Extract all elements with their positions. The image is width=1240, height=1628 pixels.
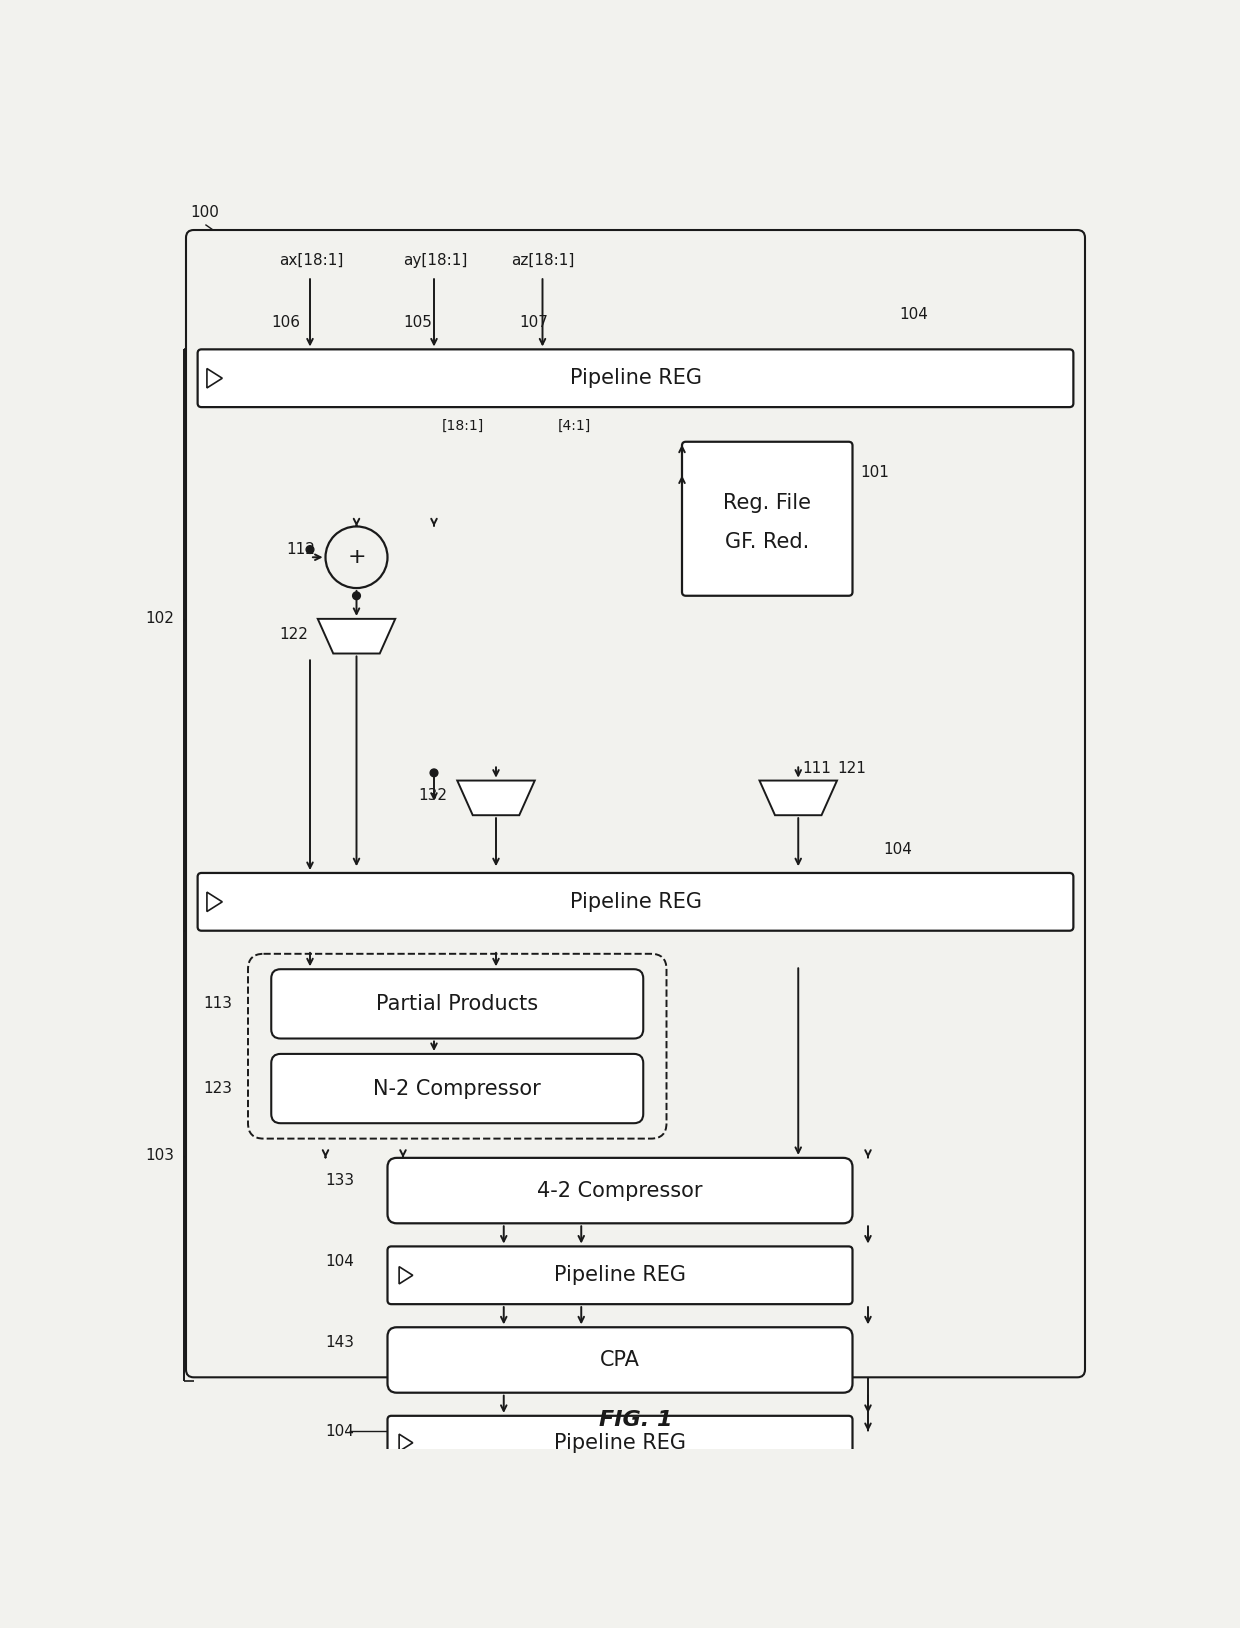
- Circle shape: [352, 593, 361, 599]
- Text: Partial Products: Partial Products: [376, 993, 538, 1014]
- FancyBboxPatch shape: [186, 230, 1085, 1377]
- Text: 123: 123: [203, 1081, 233, 1096]
- Text: Pipeline REG: Pipeline REG: [569, 368, 702, 387]
- Text: ax[18:1]: ax[18:1]: [279, 252, 343, 269]
- FancyBboxPatch shape: [387, 1158, 853, 1223]
- FancyBboxPatch shape: [272, 1053, 644, 1123]
- Text: 133: 133: [325, 1174, 355, 1188]
- Text: 104: 104: [883, 842, 913, 858]
- FancyBboxPatch shape: [387, 1247, 853, 1304]
- FancyBboxPatch shape: [248, 954, 667, 1138]
- Text: 104: 104: [899, 308, 928, 322]
- Text: Pipeline REG: Pipeline REG: [554, 1265, 686, 1284]
- Text: N-2 Compressor: N-2 Compressor: [373, 1079, 541, 1099]
- FancyBboxPatch shape: [387, 1416, 853, 1470]
- Text: GF. Red.: GF. Red.: [725, 532, 810, 552]
- FancyBboxPatch shape: [682, 441, 853, 596]
- Text: 4-2 Compressor: 4-2 Compressor: [537, 1180, 703, 1200]
- Text: 113: 113: [203, 996, 233, 1011]
- Text: Pipeline REG: Pipeline REG: [554, 1433, 686, 1452]
- Text: ay[18:1]: ay[18:1]: [403, 252, 467, 269]
- Text: FIG. 1: FIG. 1: [599, 1410, 672, 1429]
- Text: 101: 101: [861, 466, 889, 480]
- Circle shape: [430, 768, 438, 777]
- Circle shape: [306, 545, 314, 554]
- Text: 122: 122: [279, 627, 308, 641]
- FancyBboxPatch shape: [272, 969, 644, 1039]
- Text: 104: 104: [325, 1423, 355, 1439]
- Text: 143: 143: [325, 1335, 355, 1350]
- Text: 106: 106: [272, 314, 300, 330]
- Text: [4:1]: [4:1]: [558, 418, 591, 433]
- Text: 107: 107: [520, 314, 548, 330]
- Text: az[18:1]: az[18:1]: [511, 252, 575, 269]
- Text: 100: 100: [190, 205, 218, 220]
- Text: Reg. File: Reg. File: [723, 493, 811, 513]
- Text: 103: 103: [145, 1148, 175, 1164]
- Polygon shape: [317, 619, 396, 653]
- Text: +: +: [347, 547, 366, 567]
- Polygon shape: [759, 780, 837, 816]
- FancyBboxPatch shape: [387, 1327, 853, 1392]
- Text: 111: 111: [802, 762, 831, 777]
- FancyBboxPatch shape: [197, 873, 1074, 931]
- Text: 121: 121: [837, 762, 866, 777]
- Text: [18:1]: [18:1]: [441, 418, 484, 433]
- Polygon shape: [458, 780, 534, 816]
- Text: 104: 104: [325, 1254, 355, 1270]
- Text: 105: 105: [403, 314, 432, 330]
- Text: Pipeline REG: Pipeline REG: [569, 892, 702, 912]
- Text: CPA: CPA: [600, 1350, 640, 1371]
- FancyBboxPatch shape: [197, 350, 1074, 407]
- Text: 112: 112: [286, 542, 316, 557]
- Text: 132: 132: [419, 788, 448, 804]
- Text: 102: 102: [145, 612, 175, 627]
